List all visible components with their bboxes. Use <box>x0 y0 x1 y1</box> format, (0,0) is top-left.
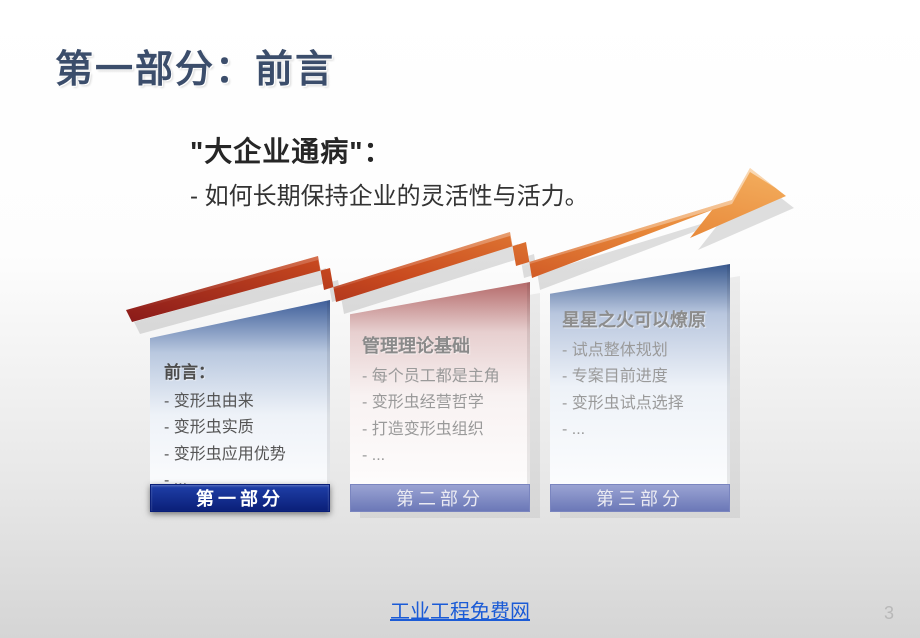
page-number: 3 <box>884 603 894 624</box>
list-item: 变形虫应用优势 <box>164 442 320 468</box>
section-3-items: 试点整体规划 专案目前进度 变形虫试点选择 ... <box>562 338 722 444</box>
list-item: 每个员工都是主角 <box>362 364 522 390</box>
section-2-card: 管理理论基础 每个员工都是主角 变形虫经营哲学 打造变形虫组织 ... 第二部分 <box>350 282 530 512</box>
list-item: 变形虫由来 <box>164 389 320 415</box>
section-2-items: 每个员工都是主角 变形虫经营哲学 打造变形虫组织 ... <box>362 364 522 470</box>
section-1-items: 变形虫由来 变形虫实质 变形虫应用优势 ... <box>164 389 320 495</box>
section-3-card: 星星之火可以燎原 试点整体规划 专案目前进度 变形虫试点选择 ... 第三部分 <box>550 264 730 512</box>
list-item: 变形虫试点选择 <box>562 391 722 417</box>
slide-title: 第一部分：前言 <box>55 38 335 93</box>
section-2-label: 第二部分 <box>350 484 530 512</box>
list-item: 变形虫经营哲学 <box>362 390 522 416</box>
subtitle-main: "大企业通病"： <box>190 130 589 170</box>
list-item: ... <box>562 417 722 443</box>
section-3-heading: 星星之火可以燎原 <box>562 306 722 332</box>
list-item: 变形虫实质 <box>164 415 320 441</box>
list-item: 专案目前进度 <box>562 364 722 390</box>
section-2-body: 管理理论基础 每个员工都是主角 变形虫经营哲学 打造变形虫组织 ... <box>350 282 530 512</box>
footer-link-container: 工业工程免费网 <box>0 595 920 624</box>
subtitle-sub: - 如何长期保持企业的灵活性与活力。 <box>190 176 589 211</box>
sections-container: 前言： 变形虫由来 变形虫实质 变形虫应用优势 ... 第一部分 管理理论基础 … <box>150 280 770 530</box>
section-3-body: 星星之火可以燎原 试点整体规划 专案目前进度 变形虫试点选择 ... <box>550 264 730 512</box>
section-3-label: 第三部分 <box>550 484 730 512</box>
section-1-label: 第一部分 <box>150 484 330 512</box>
footer-link[interactable]: 工业工程免费网 <box>390 601 530 623</box>
subtitle-block: "大企业通病"： - 如何长期保持企业的灵活性与活力。 <box>190 130 589 211</box>
list-item: 打造变形虫组织 <box>362 417 522 443</box>
list-item: ... <box>362 443 522 469</box>
section-2-heading: 管理理论基础 <box>362 332 522 358</box>
section-1-heading: 前言： <box>164 358 320 383</box>
section-1-body: 前言： 变形虫由来 变形虫实质 变形虫应用优势 ... <box>150 300 330 512</box>
section-1-card: 前言： 变形虫由来 变形虫实质 变形虫应用优势 ... 第一部分 <box>150 300 330 512</box>
list-item: 试点整体规划 <box>562 338 722 364</box>
